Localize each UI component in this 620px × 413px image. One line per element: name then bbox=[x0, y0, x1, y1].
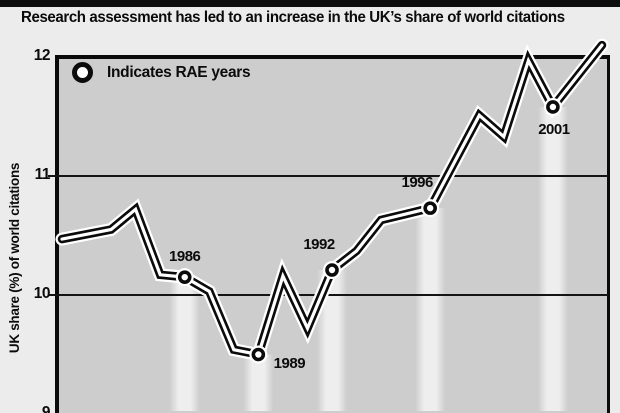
rae-band-1989 bbox=[243, 354, 274, 411]
rae-band-1986 bbox=[169, 277, 200, 411]
y-tick-label-9: 9 bbox=[41, 404, 51, 413]
rae-band-1996 bbox=[415, 208, 446, 411]
rae-marker-center bbox=[255, 351, 262, 358]
rae-marker-center bbox=[181, 273, 188, 281]
rae-year-label-1992: 1992 bbox=[303, 236, 335, 253]
legend-label: Indicates RAE years bbox=[107, 63, 251, 81]
rae-band-2001 bbox=[537, 106, 568, 411]
chart-title: Research assessment has led to an increa… bbox=[21, 9, 565, 26]
rae-marker-center bbox=[426, 204, 434, 212]
rae-marker-icon bbox=[72, 62, 93, 83]
rae-marker-center bbox=[328, 266, 336, 274]
y-tick-label-12: 12 bbox=[33, 47, 51, 64]
legend: Indicates RAE years bbox=[72, 62, 251, 83]
rae-year-label-1996: 1996 bbox=[401, 174, 433, 192]
top-bar bbox=[0, 0, 620, 7]
rae-year-label-1986: 1986 bbox=[169, 248, 201, 266]
rae-year-label-1989: 1989 bbox=[273, 354, 306, 372]
rae-marker-center bbox=[549, 103, 557, 111]
y-tick-label-11: 11 bbox=[34, 166, 51, 183]
y-tick-label-10: 10 bbox=[33, 285, 51, 302]
rae-year-label-2001: 2001 bbox=[538, 120, 570, 138]
